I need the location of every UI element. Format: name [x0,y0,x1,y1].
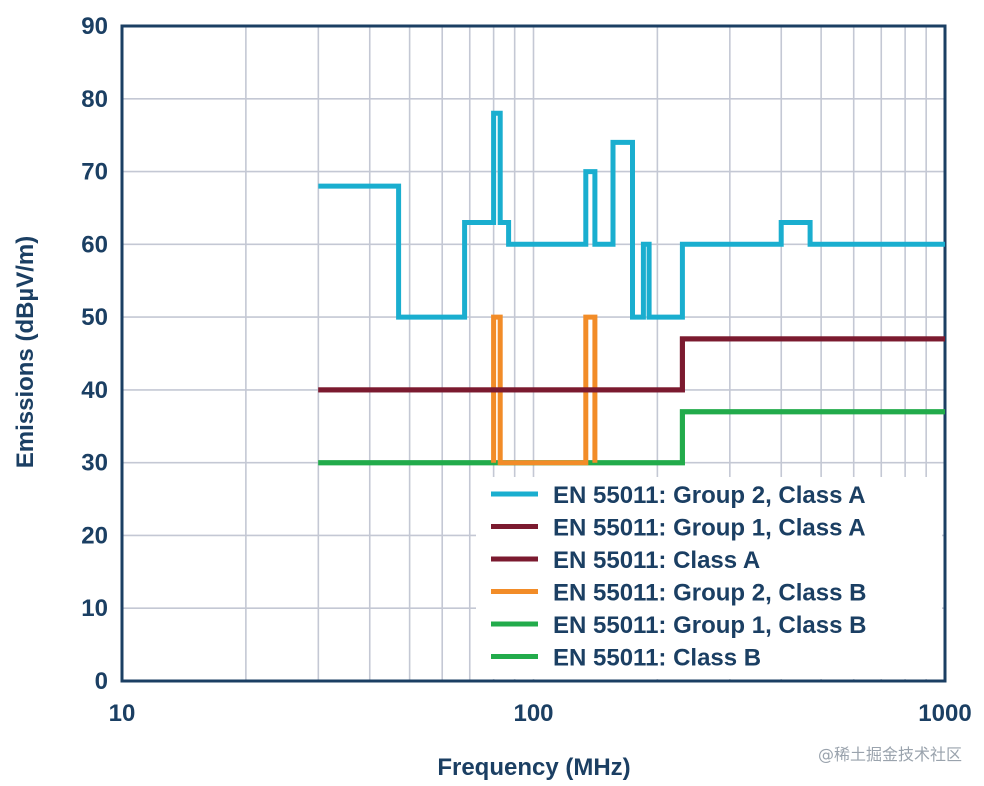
x-tick-label: 1000 [918,700,971,727]
watermark-text: @稀土掘金技术社区 [818,745,962,764]
series-lines [318,110,945,466]
x-tick-label: 100 [513,700,553,727]
legend-label: EN 55011: Group 2, Class A [553,482,866,509]
y-tick-label: 40 [81,377,108,404]
y-axis-title: Emissions (dBµV/m) [12,236,39,469]
legend-label: EN 55011: Class B [553,645,761,672]
legend-box [476,477,942,679]
x-axis-ticks: 10 100 1000 [109,700,972,727]
legend-label: EN 55011: Group 1, Class A [553,515,866,542]
x-axis-title: Frequency (MHz) [437,754,630,781]
series-line [318,336,945,393]
series-line [318,409,945,466]
y-tick-label: 20 [81,522,108,549]
y-tick-label: 80 [81,86,108,113]
legend: EN 55011: Group 2, Class A EN 55011: Grou… [476,477,942,679]
y-tick-label: 70 [81,159,108,186]
y-tick-label: 30 [81,450,108,477]
legend-label: EN 55011: Group 2, Class B [553,580,866,607]
y-axis-ticks: 0 10 20 30 40 50 60 70 80 90 [81,13,108,695]
x-tick-label: 10 [109,700,136,727]
series-line [491,314,598,466]
legend-label: EN 55011: Class A [553,547,760,574]
y-tick-label: 50 [81,304,108,331]
y-tick-label: 60 [81,231,108,258]
y-tick-label: 10 [81,595,108,622]
legend-label: EN 55011: Group 1, Class B [553,612,866,639]
plot-frame [120,24,947,683]
series-line [318,409,945,466]
series-line [318,336,945,393]
y-tick-label: 0 [95,668,108,695]
y-tick-label: 90 [81,13,108,40]
series-line [318,110,945,320]
